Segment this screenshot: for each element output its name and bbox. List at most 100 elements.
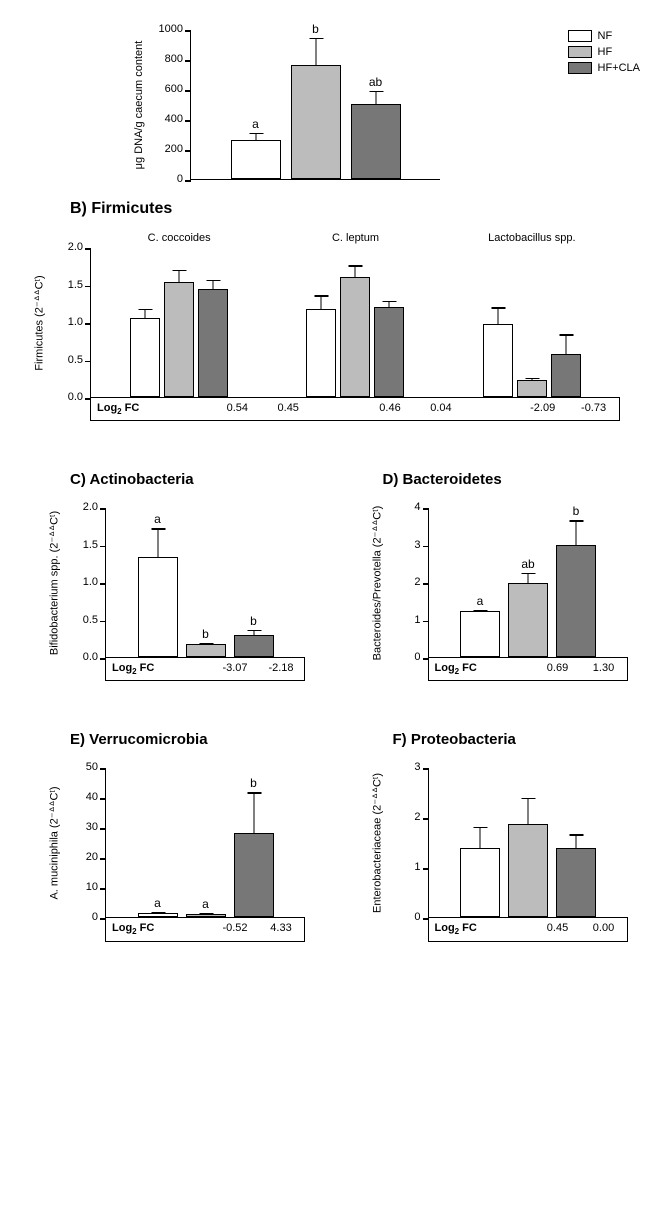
- error-bar: [528, 573, 529, 584]
- error-bar: [576, 834, 577, 849]
- error-cap: [249, 133, 263, 135]
- tick-mark: [185, 60, 191, 62]
- tick-label: 1.0: [68, 316, 83, 328]
- error-cap: [247, 630, 261, 632]
- fc-label: Log2 FC: [429, 922, 489, 936]
- tick-mark: [423, 621, 429, 623]
- fc-value: 0.54: [212, 402, 263, 416]
- chart-bar: b: [234, 635, 274, 658]
- error-bar: [157, 912, 158, 914]
- error-bar: [213, 280, 214, 291]
- tick-mark: [185, 90, 191, 92]
- panel-d-fc-box: Log2 FC0.691.30: [428, 658, 628, 681]
- tick-label: 400: [165, 113, 183, 125]
- fc-value: 0.04: [415, 402, 466, 416]
- tick-mark: [185, 30, 191, 32]
- tick-label: 30: [86, 821, 98, 833]
- error-cap: [139, 309, 153, 311]
- panel-c-ylabel: Bifidobacterium spp. (2⁻ᐞᐞCᵗ): [48, 511, 61, 655]
- fc-value: [166, 922, 212, 936]
- sig-label: b: [250, 614, 257, 628]
- panel-b-fc-box: Log2 FC0.540.450.460.04-2.09-0.73: [90, 398, 620, 421]
- error-cap: [349, 265, 363, 267]
- error-cap: [570, 834, 584, 836]
- bar-group: ab ab: [191, 30, 440, 179]
- fc-value: [489, 662, 535, 676]
- panel-b-bars: C. coccoidesC. leptumLactobacillus spp.: [91, 248, 620, 397]
- chart-bar: [130, 318, 160, 397]
- bar-group: a ab b: [429, 508, 628, 657]
- chart-bar: a: [231, 140, 281, 179]
- tick-mark: [100, 918, 106, 920]
- tick-mark: [100, 888, 106, 890]
- tick-label: 4: [414, 501, 420, 513]
- tick-label: 200: [165, 143, 183, 155]
- tick-label: 800: [165, 53, 183, 65]
- tick-label: 2: [414, 576, 420, 588]
- chart-bar: a: [186, 914, 226, 918]
- panel-f-title: F) Proteobacteria: [393, 731, 656, 748]
- sig-label: a: [477, 594, 484, 608]
- legend-label: HF+CLA: [598, 62, 641, 74]
- tick-label: 20: [86, 851, 98, 863]
- error-cap: [309, 38, 323, 40]
- fc-value: 0.46: [365, 402, 416, 416]
- legend: NFHFHF+CLA: [568, 30, 641, 78]
- error-bar: [355, 265, 356, 278]
- panel-d-bars: a ab b: [429, 508, 628, 657]
- tick-mark: [423, 868, 429, 870]
- tick-mark: [85, 361, 91, 363]
- error-cap: [199, 643, 213, 645]
- fc-value: [489, 922, 535, 936]
- panel-d-chart: Bacteroides/Prevotella (2⁻ᐞᐞCᵗ) aabb 012…: [428, 508, 656, 681]
- tick-label: 1: [414, 614, 420, 626]
- bar-group: Lactobacillus spp.: [444, 248, 620, 397]
- fc-value: -0.73: [568, 402, 619, 416]
- chart-bar: ab: [351, 104, 401, 179]
- error-cap: [247, 792, 261, 794]
- panel-d-plot: Bacteroides/Prevotella (2⁻ᐞᐞCᵗ) aabb 012…: [428, 508, 628, 658]
- chart-bar: [508, 824, 548, 918]
- panel-a-ylabel: μg DNA/g caecum content: [133, 40, 145, 169]
- chart-bar: [340, 277, 370, 397]
- error-cap: [525, 378, 539, 380]
- fc-value: -2.18: [258, 662, 304, 676]
- tick-mark: [100, 828, 106, 830]
- error-bar: [531, 378, 532, 381]
- fc-label: Log2 FC: [91, 402, 161, 416]
- bar-group: [429, 768, 628, 917]
- panel-e-fc-box: Log2 FC-0.524.33: [105, 918, 305, 941]
- sig-label: ab: [369, 75, 382, 89]
- error-bar: [528, 798, 529, 825]
- tick-label: 0: [92, 911, 98, 923]
- panel-f-ylabel: Enterobacteriaceae (2⁻ᐞᐞCᵗ): [370, 773, 383, 913]
- tick-mark: [100, 508, 106, 510]
- chart-bar: a: [138, 913, 178, 918]
- tick-mark: [100, 858, 106, 860]
- error-cap: [522, 573, 536, 575]
- tick-mark: [423, 546, 429, 548]
- error-bar: [315, 38, 316, 67]
- panel-c-fc-box: Log2 FC-3.07-2.18: [105, 658, 305, 681]
- tick-label: 3: [414, 539, 420, 551]
- error-cap: [369, 91, 383, 93]
- chart-bar: b: [556, 545, 596, 658]
- chart-bar: b: [234, 833, 274, 917]
- sig-label: ab: [521, 557, 534, 571]
- panel-e-bars: aab: [106, 768, 305, 917]
- fc-value: -0.52: [212, 922, 258, 936]
- tick-label: 0.5: [83, 614, 98, 626]
- fc-value: 0.45: [535, 922, 581, 936]
- panel-e-ylabel: A. muciniphila (2⁻ᐞᐞCᵗ): [48, 786, 61, 899]
- error-cap: [199, 913, 213, 915]
- tick-label: 2.0: [83, 501, 98, 513]
- group-label: C. leptum: [332, 232, 379, 244]
- tick-mark: [423, 918, 429, 920]
- fc-value: [166, 662, 212, 676]
- fc-label: Log2 FC: [429, 662, 489, 676]
- error-bar: [480, 827, 481, 850]
- error-bar: [205, 913, 206, 915]
- tick-label: 1.5: [68, 279, 83, 291]
- fc-value: -3.07: [212, 662, 258, 676]
- tick-label: 2: [414, 811, 420, 823]
